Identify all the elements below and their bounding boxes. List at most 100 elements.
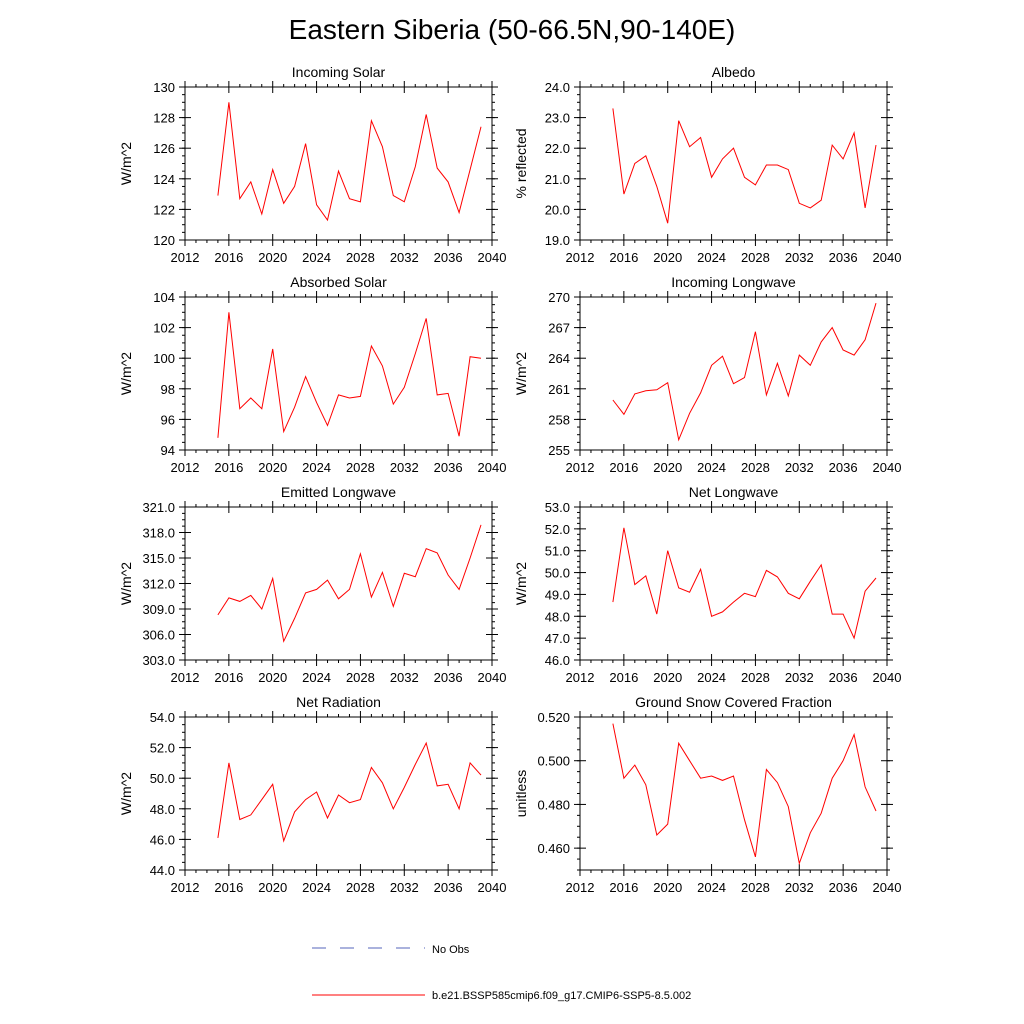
x-tick-label: 2028 xyxy=(346,880,375,895)
y-axis-label: W/m^2 xyxy=(118,142,134,185)
x-tick-label: 2012 xyxy=(566,460,595,475)
y-axis-label: W/m^2 xyxy=(513,352,529,395)
series-line-1 xyxy=(612,723,877,866)
y-axis-label: W/m^2 xyxy=(118,562,134,605)
y-tick-label: 100 xyxy=(153,351,175,366)
x-tick-label: 2028 xyxy=(741,250,770,265)
x-tick-label: 2032 xyxy=(390,880,419,895)
x-tick-label: 2020 xyxy=(258,250,287,265)
x-tick-label: 2012 xyxy=(566,670,595,685)
panel-title: Incoming Solar xyxy=(292,64,386,80)
y-tick-label: 96 xyxy=(161,412,175,427)
series-line-1 xyxy=(612,302,877,442)
series-line-1 xyxy=(612,527,877,640)
y-tick-label: 24.0 xyxy=(545,80,570,95)
figure-title: Eastern Siberia (50-66.5N,90-140E) xyxy=(288,14,736,45)
x-tick-label: 2024 xyxy=(302,880,331,895)
y-tick-label: 47.0 xyxy=(545,631,570,646)
x-tick-label: 2012 xyxy=(566,250,595,265)
legend: No Obs b.e21.BSSP585cmip6.f09_g17.CMIP6-… xyxy=(312,944,691,1002)
x-tick-label: 2040 xyxy=(478,250,507,265)
x-tick-label: 2036 xyxy=(829,460,858,475)
x-tick-label: 2028 xyxy=(346,250,375,265)
x-tick-label: 2028 xyxy=(741,670,770,685)
x-tick-label: 2040 xyxy=(873,880,902,895)
x-tick-label: 2032 xyxy=(785,880,814,895)
y-tick-label: 48.0 xyxy=(150,802,175,817)
plot-frame xyxy=(184,296,493,451)
y-tick-label: 48.0 xyxy=(545,609,570,624)
x-tick-label: 2016 xyxy=(609,460,638,475)
y-tick-label: 128 xyxy=(153,111,175,126)
x-tick-label: 2024 xyxy=(697,250,726,265)
panel-1: Incoming Solar W/m^2 2012 2016 2020 2024 2028 2… xyxy=(118,64,506,265)
y-tick-label: 270 xyxy=(548,290,570,305)
x-tick-label: 2020 xyxy=(258,670,287,685)
y-tick-label: 46.0 xyxy=(545,653,570,668)
panel-4: Incoming Longwave W/m^2 2012 2016 2020 2024 20… xyxy=(513,274,901,475)
x-tick-label: 2032 xyxy=(390,670,419,685)
x-tick-label: 2032 xyxy=(390,250,419,265)
y-tick-label: 23.0 xyxy=(545,111,570,126)
y-tick-label: 94 xyxy=(161,443,175,458)
x-tick-label: 2016 xyxy=(214,460,243,475)
x-tick-label: 2024 xyxy=(302,250,331,265)
y-axis-label: unitless xyxy=(513,770,529,817)
y-tick-label: 130 xyxy=(153,80,175,95)
x-tick-label: 2012 xyxy=(566,880,595,895)
y-tick-label: 312.0 xyxy=(142,577,175,592)
y-tick-label: 0.500 xyxy=(537,754,570,769)
x-tick-label: 2012 xyxy=(171,250,200,265)
x-tick-label: 2016 xyxy=(609,670,638,685)
x-tick-label: 2028 xyxy=(346,460,375,475)
panel-6: Net Longwave W/m^2 2012 2016 2020 2024 2028 203… xyxy=(513,484,901,685)
x-tick-label: 2032 xyxy=(785,460,814,475)
y-tick-label: 303.0 xyxy=(142,653,175,668)
y-tick-label: 255 xyxy=(548,443,570,458)
y-tick-label: 261 xyxy=(548,382,570,397)
y-tick-label: 126 xyxy=(153,141,175,156)
x-tick-label: 2032 xyxy=(390,460,419,475)
x-tick-label: 2040 xyxy=(873,250,902,265)
y-tick-label: 267 xyxy=(548,321,570,336)
x-tick-label: 2040 xyxy=(873,670,902,685)
x-tick-label: 2036 xyxy=(434,460,463,475)
panel-title: Albedo xyxy=(712,64,756,80)
y-tick-label: 120 xyxy=(153,233,175,248)
y-axis-label: % reflected xyxy=(513,128,529,198)
x-tick-label: 2036 xyxy=(434,670,463,685)
y-tick-label: 21.0 xyxy=(545,172,570,187)
series-line-1 xyxy=(217,102,482,222)
panel-title: Emitted Longwave xyxy=(281,484,396,500)
plot-frame xyxy=(184,716,493,871)
y-tick-label: 0.460 xyxy=(537,841,570,856)
plot-frame xyxy=(184,86,493,241)
x-tick-label: 2020 xyxy=(653,670,682,685)
y-tick-label: 52.0 xyxy=(150,741,175,756)
y-tick-label: 54.0 xyxy=(150,710,175,725)
series-line-1 xyxy=(612,108,877,224)
y-tick-label: 264 xyxy=(548,351,570,366)
x-tick-label: 2020 xyxy=(653,880,682,895)
y-tick-label: 53.0 xyxy=(545,500,570,515)
x-tick-label: 2040 xyxy=(478,460,507,475)
panel-title: Absorbed Solar xyxy=(290,274,387,290)
series-line-1 xyxy=(217,741,482,843)
x-tick-label: 2020 xyxy=(653,250,682,265)
x-tick-label: 2024 xyxy=(697,880,726,895)
panel-title: Net Radiation xyxy=(296,694,381,710)
y-tick-label: 20.0 xyxy=(545,202,570,217)
x-tick-label: 2036 xyxy=(829,880,858,895)
y-tick-label: 51.0 xyxy=(545,544,570,559)
y-tick-label: 44.0 xyxy=(150,863,175,878)
legend-obs-label: No Obs xyxy=(432,944,470,956)
x-tick-label: 2040 xyxy=(873,460,902,475)
x-tick-label: 2012 xyxy=(171,460,200,475)
x-tick-label: 2036 xyxy=(829,250,858,265)
panel-2: Albedo % reflected 2012 2016 2020 2024 2028 203… xyxy=(513,64,901,265)
plot-frame xyxy=(579,296,888,451)
plot-frame xyxy=(579,506,888,661)
panel-8: Ground Snow Covered Fraction unitless 2012… xyxy=(513,694,901,895)
y-tick-label: 49.0 xyxy=(545,587,570,602)
